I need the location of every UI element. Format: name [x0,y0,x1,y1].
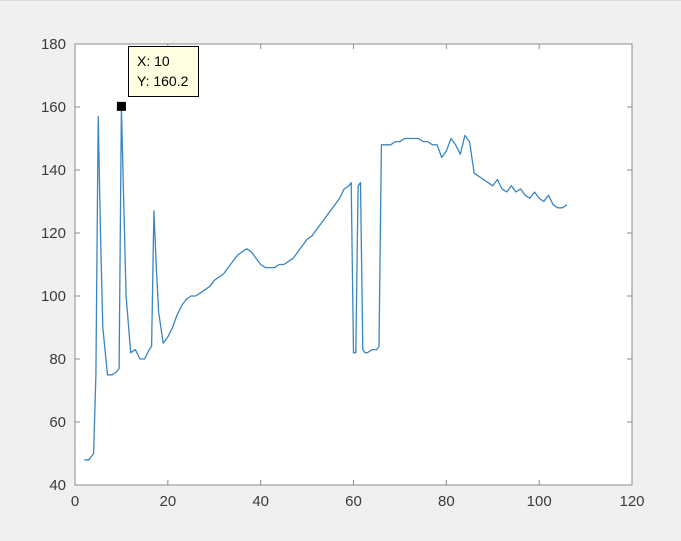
data-tip-x-value: X: 10 [137,53,170,69]
y-axis-tick-label: 60 [49,414,66,431]
y-axis-tick-label: 180 [41,36,66,53]
data-tip-y-value: Y: 160.2 [137,73,189,89]
data-tip-marker[interactable] [116,101,126,111]
axes-box [74,43,633,486]
x-axis-tick-label: 40 [252,493,269,510]
x-axis-tick-label: 120 [619,493,644,510]
x-axis-tick-label: 100 [527,493,552,510]
y-axis-tick-label: 120 [41,225,66,242]
x-axis-tick-label: 0 [71,493,79,510]
data-tip[interactable]: X: 10 Y: 160.2 [128,46,200,97]
y-axis-tick-label: 160 [41,99,66,116]
plot-area[interactable] [75,44,632,485]
y-axis-tick-label: 100 [41,288,66,305]
y-axis-tick-label: 40 [49,477,66,494]
y-axis-tick-label: 140 [41,162,66,179]
x-axis-tick-label: 60 [345,493,362,510]
x-axis-tick-label: 20 [159,493,176,510]
x-axis-tick-label: 80 [438,493,455,510]
y-axis-tick-label: 80 [49,351,66,368]
line-series[interactable] [84,105,568,461]
